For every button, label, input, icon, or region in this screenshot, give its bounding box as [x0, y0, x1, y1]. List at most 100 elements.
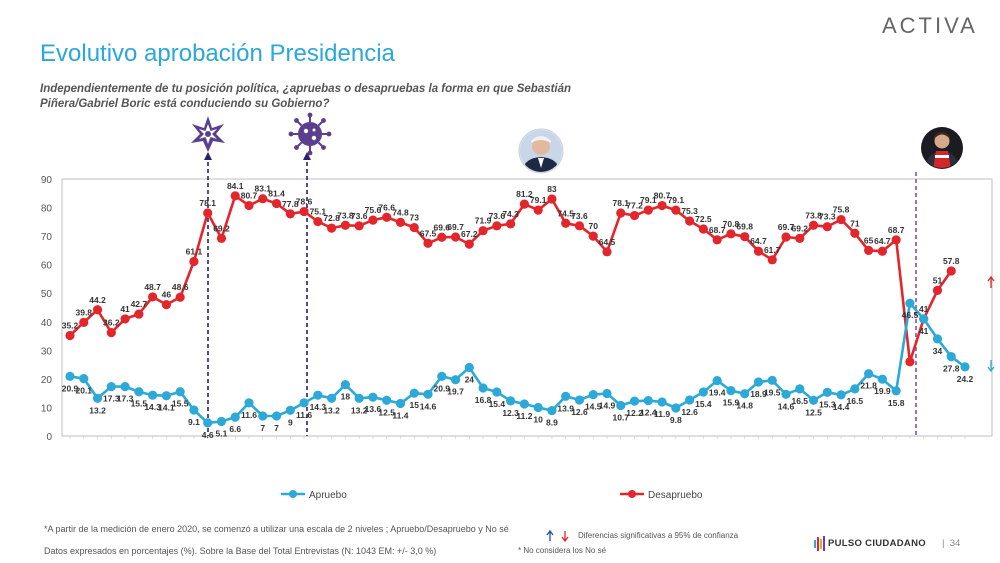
data-point-apruebo [106, 381, 116, 392]
data-point-apruebo [850, 384, 860, 394]
data-point-desapruebo [354, 221, 364, 231]
data-point-apruebo [932, 334, 943, 344]
data-point-desapruebo [657, 200, 667, 211]
data-label-desapruebo: 83 [547, 184, 557, 194]
data-label-apruebo: 15.4 [489, 399, 506, 409]
data-label-apruebo: 20.9 [433, 383, 450, 393]
data-label-desapruebo: 80.7 [654, 191, 671, 201]
data-point-desapruebo [230, 191, 240, 201]
data-label-desapruebo: 69.2 [213, 223, 230, 233]
data-label-desapruebo: 74.3 [502, 209, 519, 219]
data-label-apruebo: 15 [409, 400, 419, 410]
data-label-apruebo: 14.6 [778, 401, 795, 411]
data-label-apruebo: 15.3 [819, 399, 836, 409]
data-label-desapruebo: 35.2 [62, 320, 79, 330]
data-point-desapruebo [932, 285, 943, 295]
data-point-desapruebo [106, 328, 116, 338]
data-point-apruebo [877, 374, 887, 384]
data-point-desapruebo [450, 232, 461, 242]
data-label-desapruebo: 79.1 [668, 195, 685, 205]
data-label-apruebo: 12.5 [378, 407, 395, 417]
data-label-apruebo: 11.6 [296, 410, 312, 420]
data-point-apruebo [437, 371, 447, 381]
data-label-apruebo: 10 [533, 414, 543, 424]
data-label-apruebo: 11.2 [516, 411, 532, 421]
y-tick-label: 80 [41, 204, 53, 215]
data-labels-desapruebo: 35.239.844.236.241 42.748.74648.661.178.1… [62, 181, 960, 331]
data-label-apruebo: 13.9 [557, 403, 574, 413]
data-point-apruebo [561, 391, 571, 401]
data-label-apruebo: 7 [274, 423, 279, 433]
data-point-desapruebo [437, 232, 447, 242]
data-point-apruebo [382, 395, 392, 405]
brand-name: PULSO CIUDADANO [828, 538, 926, 549]
series-desapruebo [65, 191, 956, 367]
data-point-desapruebo [244, 200, 254, 211]
data-label-apruebo: 12.5 [805, 407, 822, 417]
data-point-desapruebo [340, 220, 350, 230]
data-point-apruebo [395, 398, 406, 409]
data-label-desapruebo: 44.2 [89, 295, 106, 305]
data-point-apruebo [175, 387, 185, 397]
data-label-desapruebo: 69.8 [736, 222, 753, 232]
y-tick-label: 90 [41, 175, 53, 186]
data-label-apruebo: 9 [288, 417, 293, 427]
data-label-desapruebo: 81.4 [268, 189, 285, 199]
data-label-desapruebo: 73.6 [489, 211, 506, 221]
data-point-apruebo [423, 389, 433, 399]
data-point-desapruebo [877, 246, 887, 256]
data-label-apruebo: 13.6 [365, 404, 382, 414]
data-label-apruebo: 19.7 [447, 387, 464, 397]
data-point-desapruebo [285, 209, 295, 219]
star-burst-icon [191, 116, 225, 152]
data-label-desapruebo: 69.2 [791, 223, 808, 233]
data-point-desapruebo [574, 221, 585, 231]
data-label-desapruebo: 73.8 [805, 210, 822, 220]
data-point-apruebo [685, 395, 695, 405]
data-point-desapruebo [271, 198, 282, 209]
data-point-apruebo [657, 397, 667, 407]
data-label-desapruebo: 78.6 [296, 197, 313, 207]
data-label-apruebo: 21.8 [860, 381, 877, 391]
data-point-apruebo [519, 399, 529, 409]
data-label-desapruebo: 77.8 [282, 199, 299, 209]
data-point-apruebo [671, 403, 681, 413]
y-axis: 0 10 20 30 40 50 60 70 80 90 [41, 175, 53, 443]
data-point-apruebo [506, 396, 516, 406]
data-point-apruebo [65, 371, 75, 381]
data-point-apruebo [602, 388, 612, 399]
data-label-desapruebo: 68.7 [888, 225, 905, 235]
data-label-apruebo: 14.6 [420, 401, 437, 411]
data-point-apruebo [148, 390, 158, 400]
data-point-desapruebo [519, 199, 529, 209]
data-point-apruebo [960, 362, 970, 372]
data-label-desapruebo: 84.1 [227, 181, 244, 191]
event-arrow-covid [303, 152, 311, 160]
data-point-apruebo [767, 375, 777, 385]
data-point-desapruebo [698, 224, 708, 234]
data-label-apruebo: 19.9 [874, 386, 891, 396]
data-label-apruebo: 12.6 [681, 407, 698, 417]
event-arrow-estallido [204, 152, 212, 160]
data-label-apruebo: 16.5 [847, 396, 864, 406]
data-label-apruebo: 17.3 [103, 394, 120, 404]
data-label-desapruebo: 64.7 [750, 236, 767, 246]
data-label-desapruebo: 61.7 [764, 245, 781, 255]
data-point-apruebo [258, 411, 268, 421]
data-point-desapruebo [946, 266, 956, 276]
data-label-desapruebo: 73.6 [571, 211, 588, 221]
data-point-desapruebo [808, 220, 819, 230]
data-point-apruebo [230, 412, 240, 422]
data-point-desapruebo [92, 305, 103, 315]
data-label-apruebo: 41 [919, 326, 929, 336]
data-point-apruebo [340, 380, 350, 390]
data-point-apruebo [822, 387, 832, 397]
data-point-desapruebo [602, 247, 612, 257]
data-label-desapruebo: 73.8 [337, 210, 354, 220]
data-point-desapruebo [175, 292, 185, 302]
virus-icon [288, 112, 332, 156]
data-point-desapruebo [65, 330, 75, 341]
data-point-desapruebo [395, 217, 406, 228]
data-point-desapruebo [753, 246, 764, 256]
